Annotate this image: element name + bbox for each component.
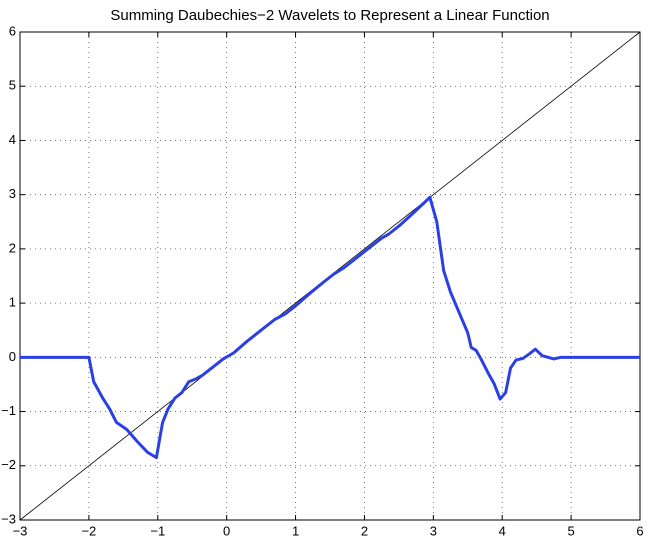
x-tick-label: 0 [223, 523, 230, 538]
x-tick-label: −3 [13, 523, 28, 538]
x-tick-label: 5 [567, 523, 574, 538]
series-line [20, 195, 640, 460]
x-tick-label: 4 [499, 523, 506, 538]
x-tick-label: −2 [81, 523, 96, 538]
y-tick-label: 1 [9, 295, 16, 310]
y-tick-label: 0 [9, 349, 16, 364]
plot-frame [19, 31, 641, 521]
x-tick-label: 3 [430, 523, 437, 538]
y-tick-label: 4 [9, 132, 16, 147]
x-tick-label: 1 [292, 523, 299, 538]
y-tick-label: 3 [9, 186, 16, 201]
y-tick-label: −2 [1, 457, 16, 472]
y-tick-label: 6 [9, 23, 16, 38]
y-tick-label: 2 [9, 240, 16, 255]
x-tick-label: 2 [361, 523, 368, 538]
chart-title: Summing Daubechies−2 Wavelets to Represe… [110, 7, 549, 24]
y-tick-label: −3 [1, 511, 16, 526]
x-tick-label: −1 [150, 523, 165, 538]
y-tick-label: 5 [9, 78, 16, 93]
y-tick-label: −1 [1, 403, 16, 418]
x-tick-label: 6 [636, 523, 643, 538]
